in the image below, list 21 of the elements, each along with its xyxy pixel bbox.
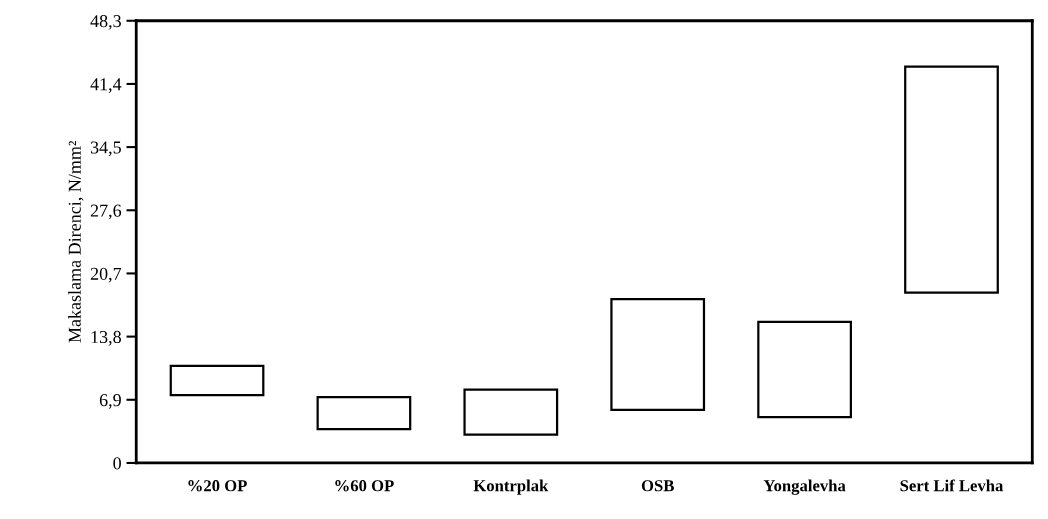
y-tick-label: 48,3 [90, 15, 121, 30]
y-tick-label: 20,7 [90, 267, 122, 283]
bar [169, 364, 265, 397]
y-tick-label: 34,5 [90, 141, 121, 157]
bar [463, 388, 559, 436]
y-tick-label: 27,6 [90, 204, 122, 220]
x-tick-label: OSB [641, 480, 674, 492]
y-tick-label: 41,4 [90, 78, 122, 93]
bar [316, 395, 412, 431]
bar [904, 65, 999, 294]
x-tick-label: Kontrplak [473, 479, 549, 495]
y-tick-label: 0 [113, 457, 121, 470]
x-tick-label: %20 OP [188, 480, 247, 492]
y-axis-title: Makaslama Direnci, N/mm² [68, 141, 84, 343]
bar [757, 320, 852, 419]
bar [610, 297, 706, 411]
x-tick-label: Sert Lif Levha [900, 479, 1004, 492]
y-tick-label: 6,9 [99, 394, 121, 409]
x-tick-label: Yongalevha [763, 479, 846, 495]
x-tick-label: %60 OP [335, 480, 394, 492]
y-tick-label: 13,8 [91, 330, 121, 346]
